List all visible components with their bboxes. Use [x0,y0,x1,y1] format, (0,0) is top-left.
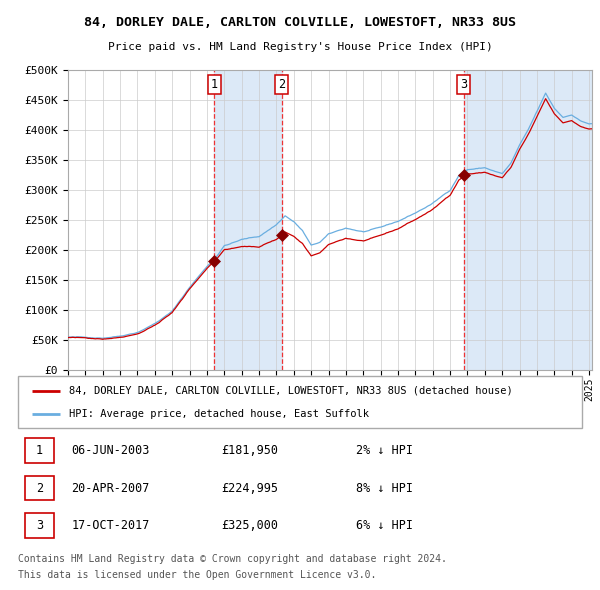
Text: 20-APR-2007: 20-APR-2007 [71,481,150,494]
Text: 2% ↓ HPI: 2% ↓ HPI [356,444,413,457]
FancyBboxPatch shape [18,376,582,428]
FancyBboxPatch shape [25,438,54,463]
Text: 3: 3 [460,78,467,91]
Text: Contains HM Land Registry data © Crown copyright and database right 2024.: Contains HM Land Registry data © Crown c… [18,553,447,563]
Text: 1: 1 [211,78,218,91]
Text: £325,000: £325,000 [221,519,278,532]
Bar [464,70,592,370]
Text: 17-OCT-2017: 17-OCT-2017 [71,519,150,532]
Text: HPI: Average price, detached house, East Suffolk: HPI: Average price, detached house, East… [69,409,369,419]
Text: Price paid vs. HM Land Registry's House Price Index (HPI): Price paid vs. HM Land Registry's House … [107,42,493,52]
Text: This data is licensed under the Open Government Licence v3.0.: This data is licensed under the Open Gov… [18,571,376,581]
Text: 2: 2 [278,78,285,91]
FancyBboxPatch shape [25,476,54,500]
Text: £224,995: £224,995 [221,481,278,494]
Text: 84, DORLEY DALE, CARLTON COLVILLE, LOWESTOFT, NR33 8US: 84, DORLEY DALE, CARLTON COLVILLE, LOWES… [84,16,516,29]
Text: 06-JUN-2003: 06-JUN-2003 [71,444,150,457]
Text: 6% ↓ HPI: 6% ↓ HPI [356,519,413,532]
Text: 2: 2 [36,481,43,494]
Bar [214,70,281,370]
Text: 1: 1 [36,444,43,457]
Text: 84, DORLEY DALE, CARLTON COLVILLE, LOWESTOFT, NR33 8US (detached house): 84, DORLEY DALE, CARLTON COLVILLE, LOWES… [69,385,512,395]
Text: 8% ↓ HPI: 8% ↓ HPI [356,481,413,494]
FancyBboxPatch shape [25,513,54,537]
Text: £181,950: £181,950 [221,444,278,457]
Text: 3: 3 [36,519,43,532]
